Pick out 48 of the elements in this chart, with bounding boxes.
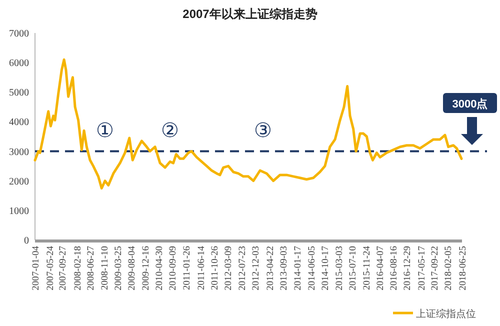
x-tick-label: 2011-10-26 xyxy=(210,246,220,290)
x-tick-label: 2009-08-04 xyxy=(128,246,138,290)
y-tick-label: 3000 xyxy=(9,146,29,158)
y-tick-label: 6000 xyxy=(9,58,29,70)
x-tick-label: 2011-06-14 xyxy=(196,246,207,290)
x-tick-label: 2009-03-25 xyxy=(114,246,124,290)
x-tick-label: 2010-09-09 xyxy=(168,246,178,290)
x-tick-label: 2007-09-27 xyxy=(58,246,69,290)
x-tick-label: 2007-05-24 xyxy=(46,246,56,290)
x-tick-label: 2018-02-05 xyxy=(444,246,454,290)
x-tick-label: 2008-11-10 xyxy=(100,246,110,290)
y-tick-label: 2000 xyxy=(9,176,29,188)
legend: 上证综指点位 xyxy=(393,309,476,320)
x-tick-label: 2015-07-10 xyxy=(348,246,358,290)
x-tick-label: 2014-01-17 xyxy=(293,246,304,290)
legend-label: 上证综指点位 xyxy=(416,308,476,320)
x-tick-label: 2014-10-17 xyxy=(321,246,332,290)
annotation: ③ xyxy=(254,120,272,142)
y-tick-label: 5000 xyxy=(9,88,29,99)
y-tick-label: 0 xyxy=(24,236,29,246)
chart-title: 2007年以来上证综指走势 xyxy=(182,7,318,21)
callout: 3000点 xyxy=(443,93,497,113)
x-tick-label: 2017-09-22 xyxy=(430,246,440,290)
annotation: ① xyxy=(96,120,114,142)
x-tick-label: 2012-12-03 xyxy=(252,246,262,290)
x-tick-label: 2018-06-25 xyxy=(458,246,468,290)
x-tick-label: 2016-04-07 xyxy=(376,246,386,290)
annotation: 3000点 xyxy=(452,98,488,110)
y-tick-label: 4000 xyxy=(9,117,29,128)
x-tick-label: 2012-03-09 xyxy=(224,246,234,290)
x-tick-label: 2012-07-23 xyxy=(238,246,248,290)
x-tick-label: 2014-06-05 xyxy=(308,246,318,290)
x-tick-label: 2009-12-16 xyxy=(141,246,152,290)
x-tick-label: 2007-01-04 xyxy=(32,246,42,290)
x-tick-label: 2008-06-27 xyxy=(86,246,97,290)
x-tick-label: 2016-12-29 xyxy=(403,246,414,290)
y-tick-label: 1000 xyxy=(9,206,29,217)
x-tick-label: 2010-04-30 xyxy=(155,246,166,290)
y-tick-label: 7000 xyxy=(9,28,29,40)
x-tick-label: 2016-08-16 xyxy=(389,246,400,290)
x-tick-label: 2013-04-22 xyxy=(266,246,276,290)
x-tick-label: 2011-01-26 xyxy=(182,246,193,290)
x-tick-label: 2017-05-17 xyxy=(417,246,428,290)
annotation: ② xyxy=(161,120,179,142)
x-tick-label: 2013-09-03 xyxy=(280,246,290,290)
x-tick-label: 2015-03-03 xyxy=(335,246,346,290)
x-tick-label: 2008-02-18 xyxy=(73,246,84,290)
x-tick-label: 2015-11-24 xyxy=(362,246,372,290)
